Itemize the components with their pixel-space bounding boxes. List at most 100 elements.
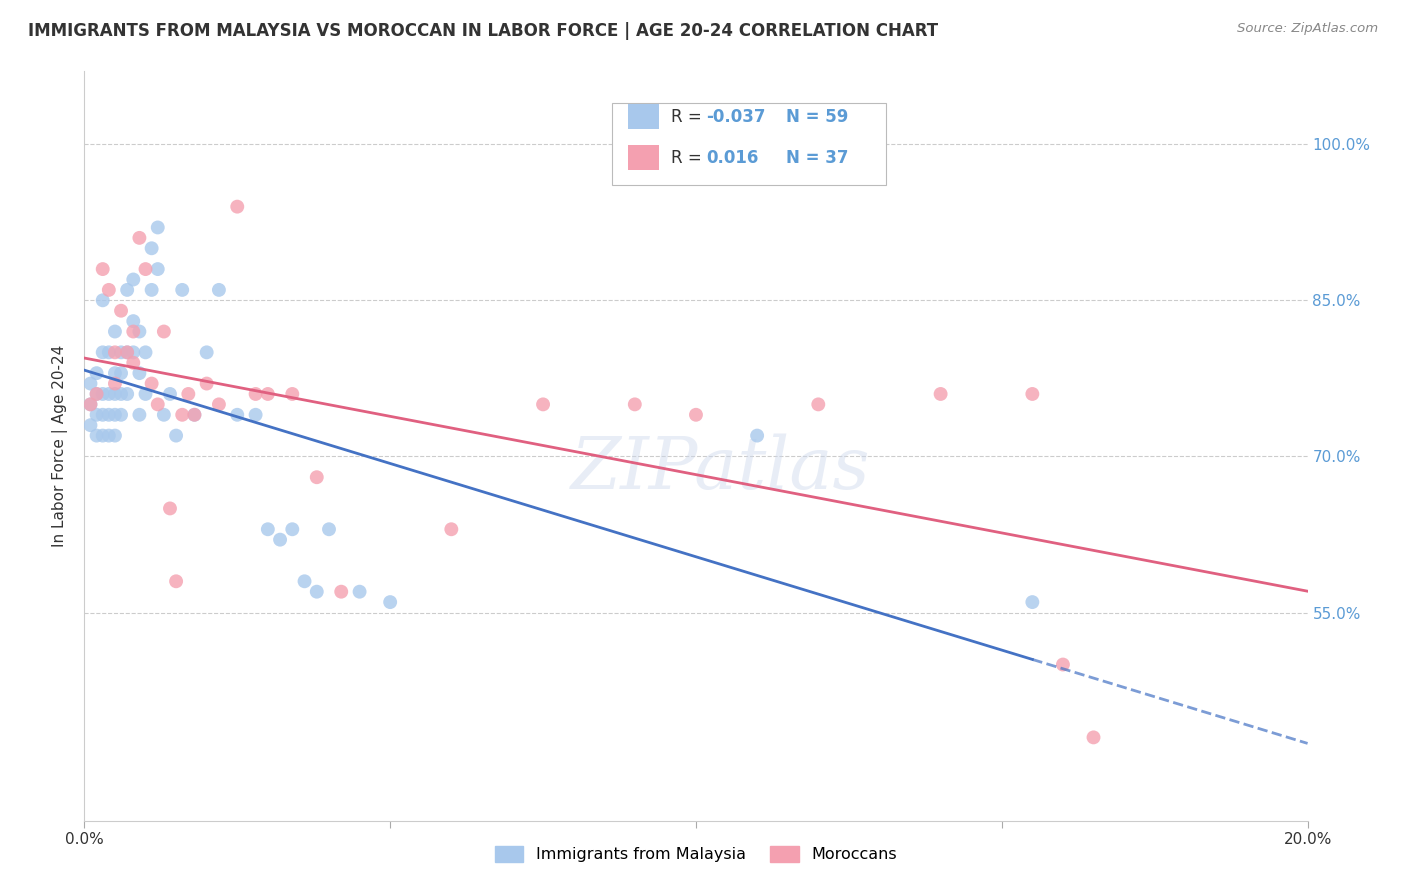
Point (281, 522, 304, 536)
Point (807, 397, 830, 411)
Point (257, 522, 280, 536)
Point (141, 241, 163, 255)
Point (110, 303, 132, 318)
Y-axis label: In Labor Force | Age 20-24: In Labor Force | Age 20-24 (52, 345, 69, 547)
Point (281, 387, 304, 401)
Point (86, 387, 108, 401)
Point (177, 387, 200, 401)
Point (1021, 387, 1043, 401)
Point (146, 220, 169, 235)
Point (349, 584, 371, 599)
Point (183, 408, 205, 422)
Text: N = 59: N = 59 (786, 108, 848, 126)
Point (91, 408, 114, 422)
Point (104, 325, 127, 339)
Point (929, 387, 952, 401)
Point (146, 397, 169, 411)
Point (245, 387, 267, 401)
Point (91, 428, 114, 442)
Point (269, 533, 291, 547)
Point (208, 283, 231, 297)
Point (128, 231, 150, 245)
Point (330, 584, 353, 599)
Point (91, 345, 114, 359)
Point (104, 387, 127, 401)
Point (122, 325, 145, 339)
Point (294, 574, 316, 589)
Point (1021, 595, 1043, 609)
Point (110, 345, 132, 359)
Text: R =: R = (671, 108, 707, 126)
Point (195, 376, 218, 391)
Point (226, 200, 249, 214)
Point (257, 387, 280, 401)
Point (159, 501, 181, 516)
Legend: Immigrants from Malaysia, Moroccans: Immigrants from Malaysia, Moroccans (488, 839, 904, 869)
Point (305, 584, 328, 599)
Point (153, 325, 176, 339)
Point (380, 595, 402, 609)
Point (104, 376, 127, 391)
Point (115, 345, 138, 359)
Point (141, 376, 163, 391)
Point (79, 376, 101, 391)
Point (685, 408, 707, 422)
Point (305, 470, 328, 484)
Point (226, 408, 249, 422)
Point (97, 345, 120, 359)
Point (128, 408, 150, 422)
Point (86, 366, 108, 380)
Point (115, 283, 138, 297)
Point (245, 408, 267, 422)
Point (165, 574, 187, 589)
Point (122, 272, 145, 286)
Point (172, 408, 194, 422)
Point (135, 387, 157, 401)
Point (79, 397, 101, 411)
Point (624, 397, 647, 411)
Text: -0.037: -0.037 (706, 108, 765, 126)
Point (122, 356, 145, 370)
Point (110, 366, 132, 380)
Point (128, 325, 150, 339)
Point (172, 283, 194, 297)
Point (104, 345, 127, 359)
Point (440, 522, 463, 536)
Point (195, 345, 218, 359)
Point (141, 283, 163, 297)
Point (183, 408, 205, 422)
Point (159, 387, 181, 401)
Text: N = 37: N = 37 (786, 149, 848, 167)
Point (91, 293, 114, 308)
Point (115, 345, 138, 359)
Point (86, 387, 108, 401)
Point (165, 428, 187, 442)
Point (104, 408, 127, 422)
Point (115, 387, 138, 401)
Point (79, 397, 101, 411)
Text: IMMIGRANTS FROM MALAYSIA VS MOROCCAN IN LABOR FORCE | AGE 20-24 CORRELATION CHAR: IMMIGRANTS FROM MALAYSIA VS MOROCCAN IN … (28, 22, 938, 40)
Point (110, 408, 132, 422)
Point (122, 345, 145, 359)
Point (122, 314, 145, 328)
Point (110, 387, 132, 401)
Point (91, 262, 114, 277)
Point (97, 408, 120, 422)
Point (531, 397, 554, 411)
Point (318, 522, 340, 536)
Point (79, 418, 101, 433)
Point (97, 428, 120, 442)
Point (747, 428, 769, 442)
Point (135, 345, 157, 359)
Point (135, 262, 157, 277)
Point (86, 408, 108, 422)
Text: R =: R = (671, 149, 707, 167)
Point (146, 262, 169, 277)
Point (86, 428, 108, 442)
Point (104, 366, 127, 380)
Point (128, 366, 150, 380)
Point (104, 428, 127, 442)
Point (1052, 657, 1074, 672)
Point (153, 408, 176, 422)
Point (208, 397, 231, 411)
